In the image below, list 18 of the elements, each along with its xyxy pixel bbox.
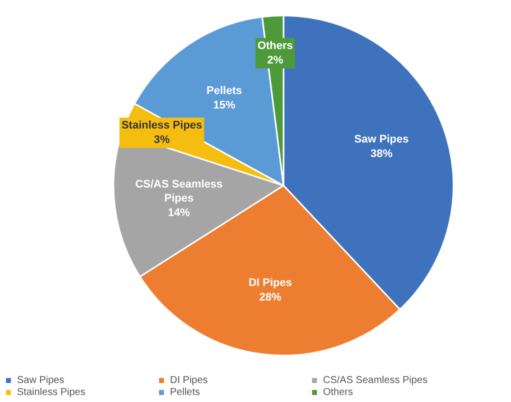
legend-label: Saw Pipes	[17, 374, 66, 386]
data-label: 28%	[259, 291, 282, 304]
legend-label: Stainless Pipes	[17, 386, 86, 398]
legend-label: Pellets	[170, 386, 202, 398]
slice-label: Pellets	[206, 85, 242, 98]
slice-label: Saw Pipes	[354, 134, 409, 146]
data-label: 38%	[370, 148, 393, 160]
legend-label: CS/AS Seamless Pipes	[323, 374, 428, 386]
data-label: 3%	[154, 134, 170, 146]
slice-label: Stainless Pipes	[121, 120, 202, 132]
slice-label: CS/AS Seamless Pipes	[135, 178, 223, 205]
slice-label: DI Pipes	[248, 276, 292, 289]
data-label: 15%	[213, 100, 236, 112]
legend-label: Others	[323, 386, 354, 398]
legend-label: DI Pipes	[170, 374, 209, 386]
data-label: 14%	[168, 207, 190, 220]
data-label: 2%	[267, 54, 284, 66]
slice-label: Others	[257, 40, 293, 52]
